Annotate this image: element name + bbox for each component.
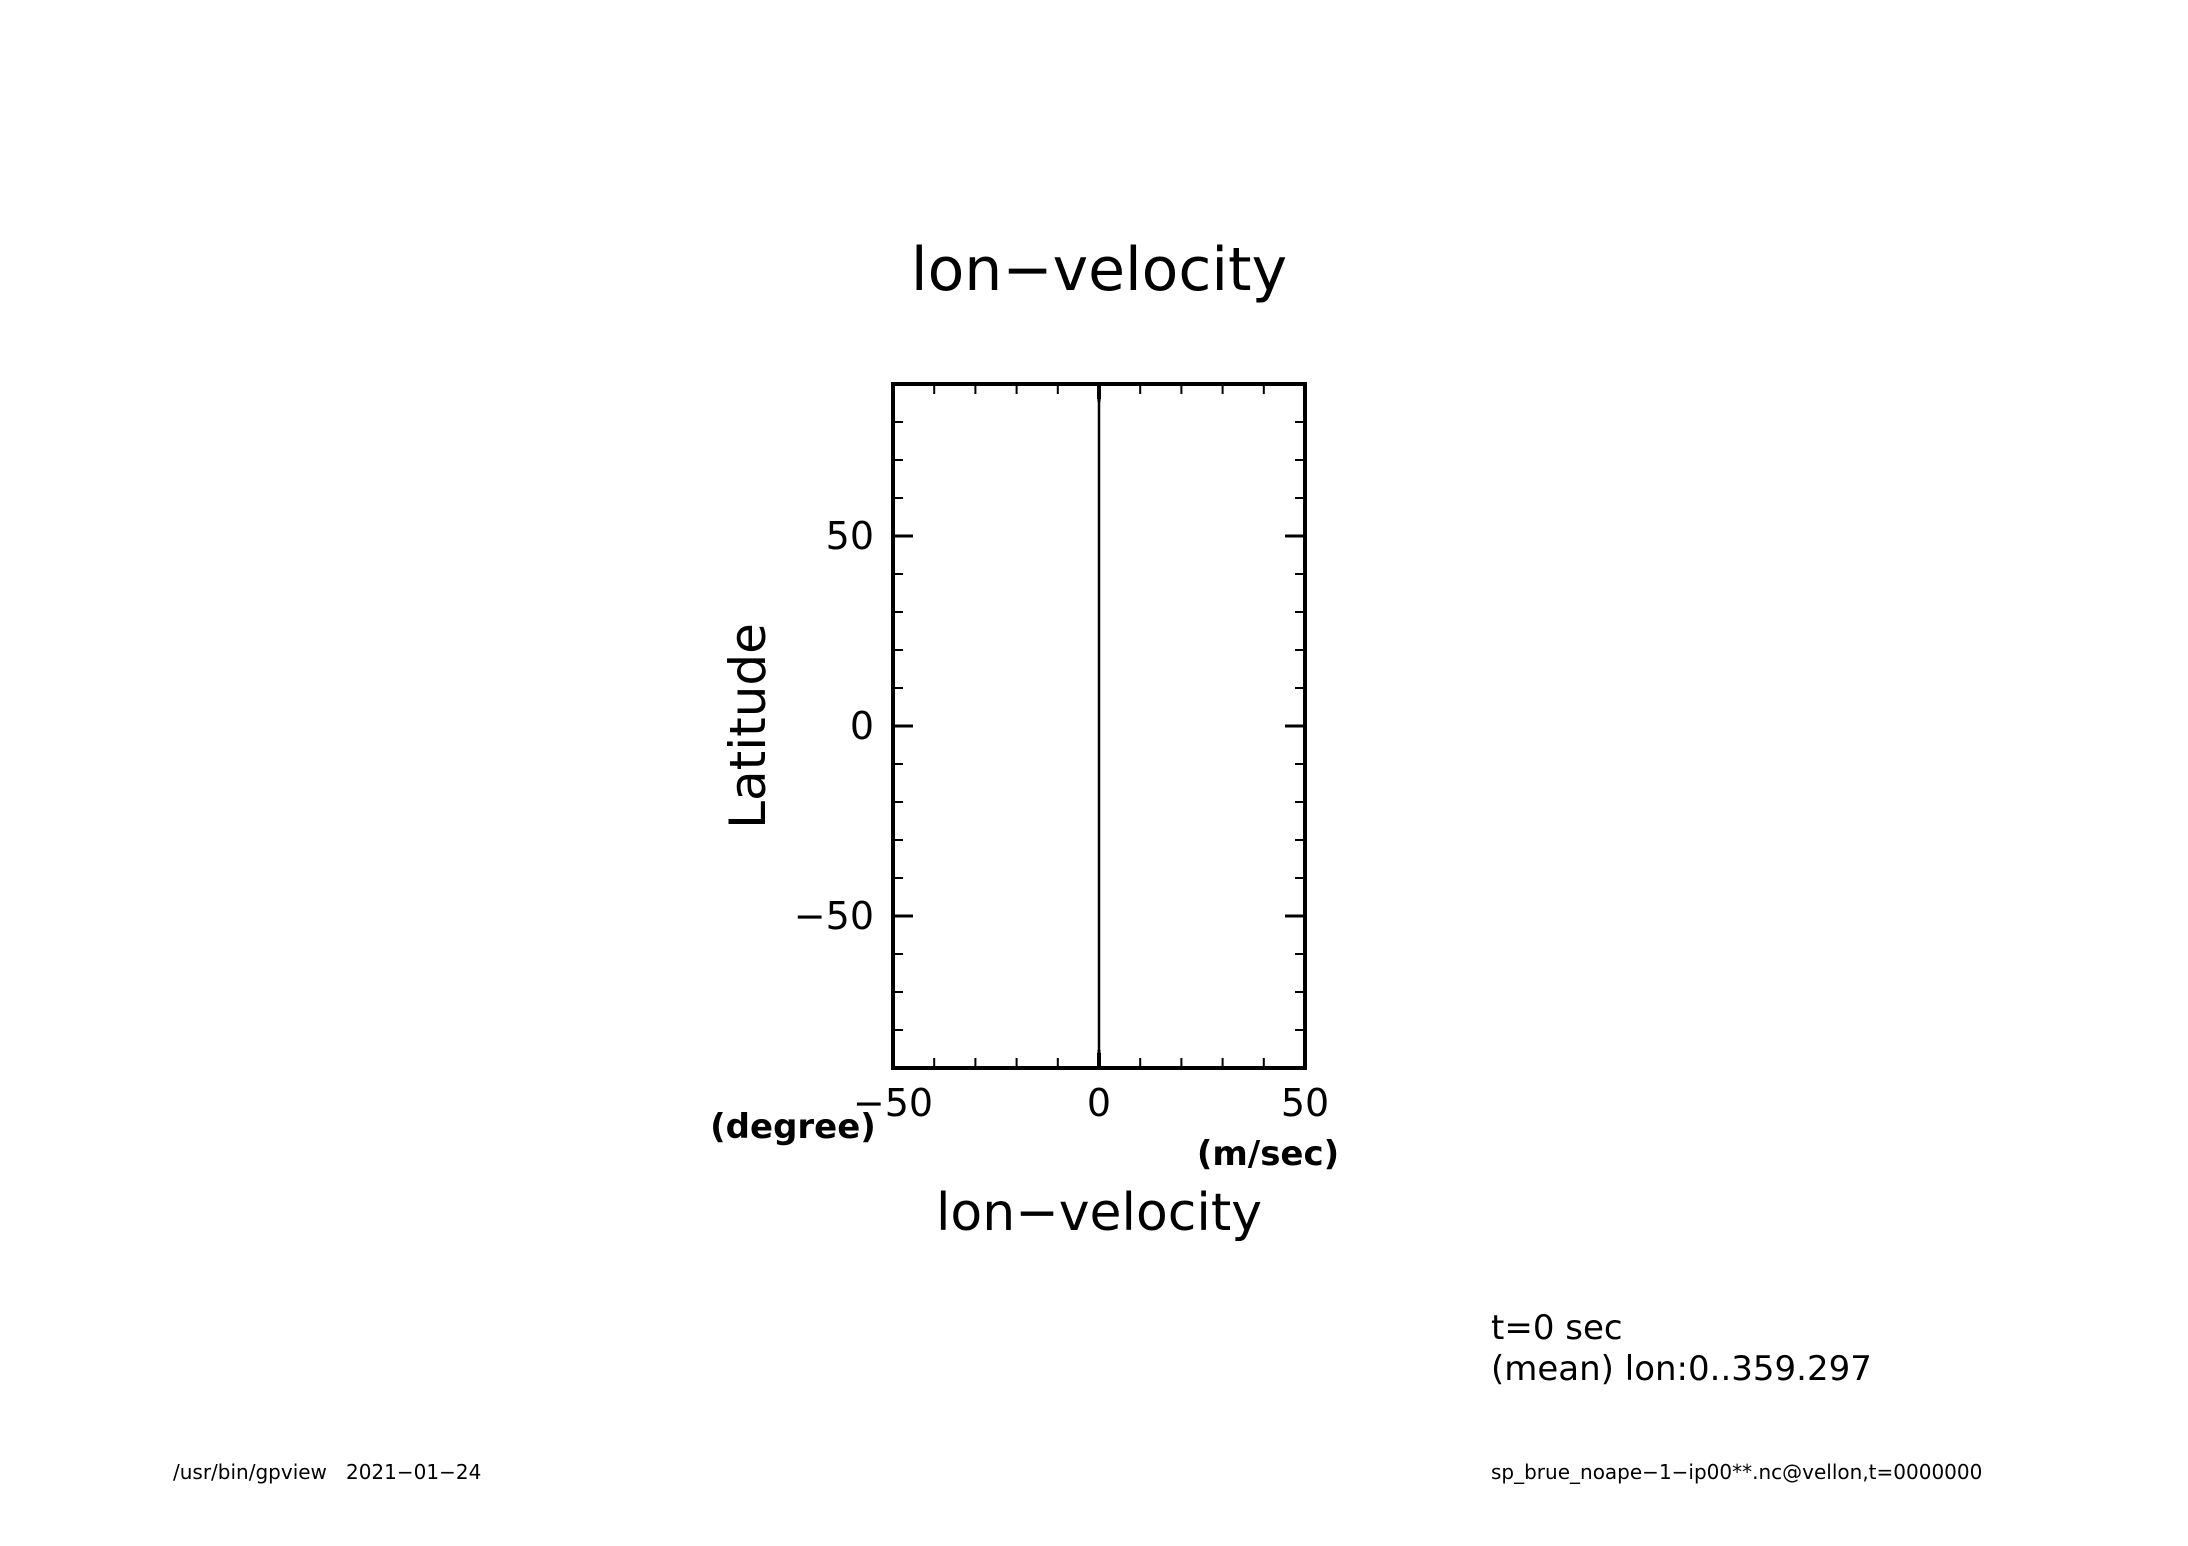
x-tick-label: 50 [1281, 1081, 1329, 1125]
y-tick-label: −50 [794, 894, 874, 938]
annotation-mean: (mean) lon:0..359.297 [1491, 1349, 1872, 1389]
plot-frame [891, 382, 1307, 1070]
y-tick-label: 50 [826, 514, 874, 558]
y-tick-label: 0 [850, 704, 874, 748]
footer-left: /usr/bin/gpview 2021−01−24 [173, 1460, 482, 1484]
footer-right: sp_brue_noape−1−ip00**.nc@vellon,t=00000… [1491, 1460, 1983, 1484]
y-axis-unit: (degree) [710, 1107, 876, 1147]
y-axis-label: Latitude [719, 623, 777, 829]
x-axis-label: lon−velocity [936, 1183, 1262, 1243]
annotation-time: t=0 sec [1491, 1308, 1623, 1348]
tick-labels: −50 0 50 −50 0 50 [794, 514, 1329, 1125]
x-tick-label: −50 [853, 1081, 933, 1125]
chart-title: lon−velocity [911, 235, 1287, 305]
x-tick-label: 0 [1087, 1081, 1111, 1125]
x-axis-unit: (m/sec) [1197, 1134, 1339, 1174]
